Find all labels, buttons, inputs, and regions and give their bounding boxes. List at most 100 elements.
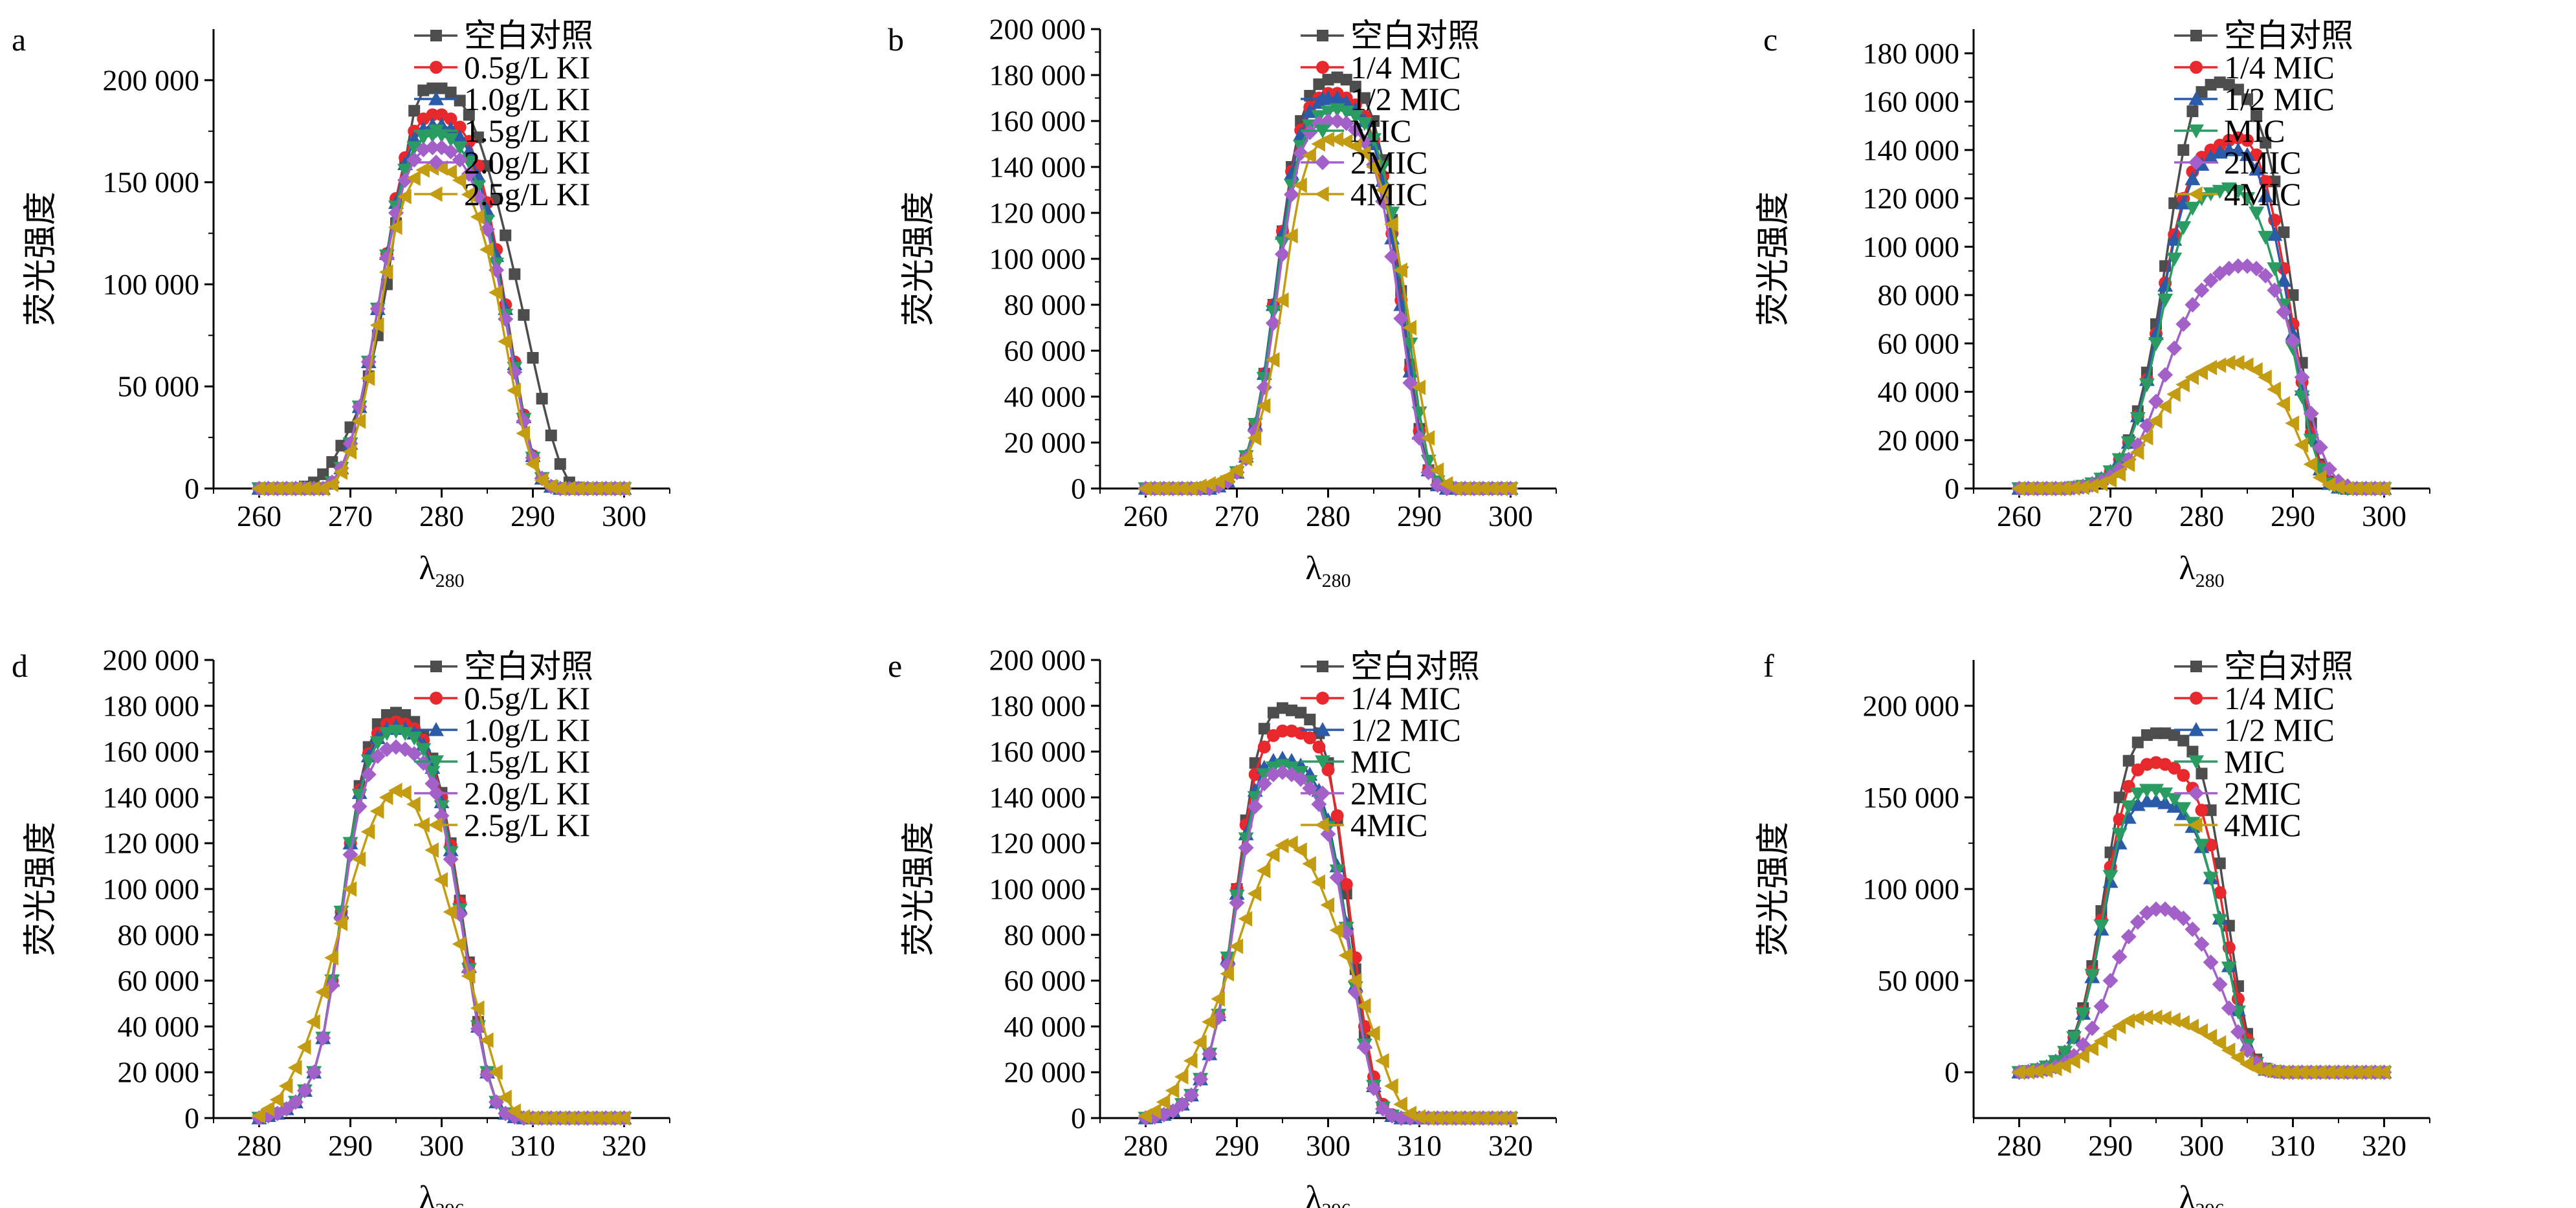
x-tick-label: 260 <box>1997 500 2042 533</box>
data-point <box>2139 1009 2153 1026</box>
data-point <box>2230 355 2245 371</box>
data-point <box>1302 124 1318 140</box>
x-axis-label: λ280 <box>1305 550 1350 591</box>
data-point <box>1293 842 1307 858</box>
y-tick-label: 140 000 <box>989 151 1086 184</box>
data-point <box>2047 481 2062 496</box>
data-point <box>1302 148 1316 164</box>
data-point <box>2120 436 2137 450</box>
data-point <box>333 916 347 932</box>
data-point <box>1193 478 1207 494</box>
legend-marker <box>2188 817 2203 833</box>
data-point <box>2376 1064 2391 1081</box>
data-point <box>360 767 377 782</box>
data-point <box>2230 258 2246 274</box>
series-line <box>1145 757 1511 1119</box>
data-point <box>1393 1096 1407 1112</box>
data-point <box>2177 769 2190 782</box>
data-point <box>1448 1110 1462 1126</box>
data-point <box>1202 1014 1216 1030</box>
data-point <box>306 1064 322 1081</box>
data-point <box>2175 802 2192 817</box>
data-point <box>1202 476 1216 492</box>
data-point <box>1247 798 1263 815</box>
data-point <box>1165 1082 1180 1099</box>
data-point <box>2196 86 2208 98</box>
data-point <box>2038 1062 2053 1079</box>
y-tick-label: 0 <box>1071 472 1086 505</box>
data-point <box>260 481 275 496</box>
data-point <box>2312 1064 2327 1081</box>
x-tick-label: 290 <box>2271 500 2315 533</box>
legend-label: 0.5g/L KI <box>464 680 590 716</box>
data-point <box>452 172 467 188</box>
y-tick-label: 150 000 <box>1863 781 1960 814</box>
series-2 <box>1138 90 1519 495</box>
data-point <box>1238 450 1253 467</box>
data-point <box>1304 714 1316 726</box>
data-point <box>1275 292 1289 308</box>
x-axis-label: λ280 <box>2179 550 2224 591</box>
data-point <box>2102 870 2119 884</box>
data-point <box>2312 470 2327 486</box>
data-point <box>2260 137 2272 149</box>
data-point <box>561 1110 576 1126</box>
data-point <box>2230 142 2246 157</box>
data-point <box>507 382 521 399</box>
data-point <box>415 743 432 758</box>
legend-label: 1/4 MIC <box>2224 49 2335 85</box>
data-point <box>424 140 441 156</box>
data-point <box>379 789 393 806</box>
y-tick-label: 160 000 <box>1863 85 1960 118</box>
data-point <box>443 851 459 867</box>
legend-marker <box>1315 817 1329 833</box>
legend-marker <box>428 722 444 736</box>
y-tick-label: 60 000 <box>1004 335 1086 368</box>
data-point <box>406 746 423 762</box>
data-point <box>509 268 521 280</box>
legend-label: 1.0g/L KI <box>464 81 590 117</box>
data-point <box>397 164 413 178</box>
data-point <box>297 1039 311 1055</box>
data-point <box>379 264 393 280</box>
legend-marker <box>430 661 442 672</box>
x-tick-label: 290 <box>328 1129 373 1162</box>
legend-label: 2MIC <box>1350 775 1427 811</box>
data-point <box>2240 192 2255 206</box>
legend-marker <box>1315 155 1330 170</box>
legend-label: 4MIC <box>1350 807 1427 843</box>
data-point <box>2367 481 2381 496</box>
legend-marker <box>428 124 444 138</box>
data-point <box>2148 793 2164 807</box>
data-point <box>2212 976 2228 993</box>
data-point <box>333 464 347 480</box>
data-point <box>1366 1026 1380 1042</box>
data-point <box>1293 177 1307 193</box>
data-point <box>287 1060 302 1076</box>
data-point <box>2148 784 2164 798</box>
data-point <box>598 481 612 496</box>
data-point <box>1475 1110 1490 1126</box>
series-4 <box>1138 113 1519 496</box>
y-tick-label: 120 000 <box>103 827 200 860</box>
data-point <box>2294 369 2310 386</box>
data-point <box>2084 969 2100 983</box>
data-point <box>2321 477 2336 493</box>
y-tick-label: 140 000 <box>103 781 200 814</box>
data-point <box>2276 396 2290 412</box>
data-point <box>2066 1053 2080 1070</box>
data-point <box>2157 398 2172 414</box>
data-point <box>2241 133 2254 147</box>
data-point <box>2258 369 2272 386</box>
panel-letter: c <box>1763 21 1778 58</box>
data-point <box>452 141 468 156</box>
data-point <box>1347 972 1362 989</box>
legend-marker <box>428 91 444 105</box>
data-point <box>2011 481 2026 496</box>
x-tick-label: 300 <box>419 1129 464 1162</box>
data-point <box>2111 828 2128 842</box>
data-point <box>435 82 448 94</box>
data-point <box>1220 469 1234 485</box>
legend-marker <box>1316 61 1329 74</box>
